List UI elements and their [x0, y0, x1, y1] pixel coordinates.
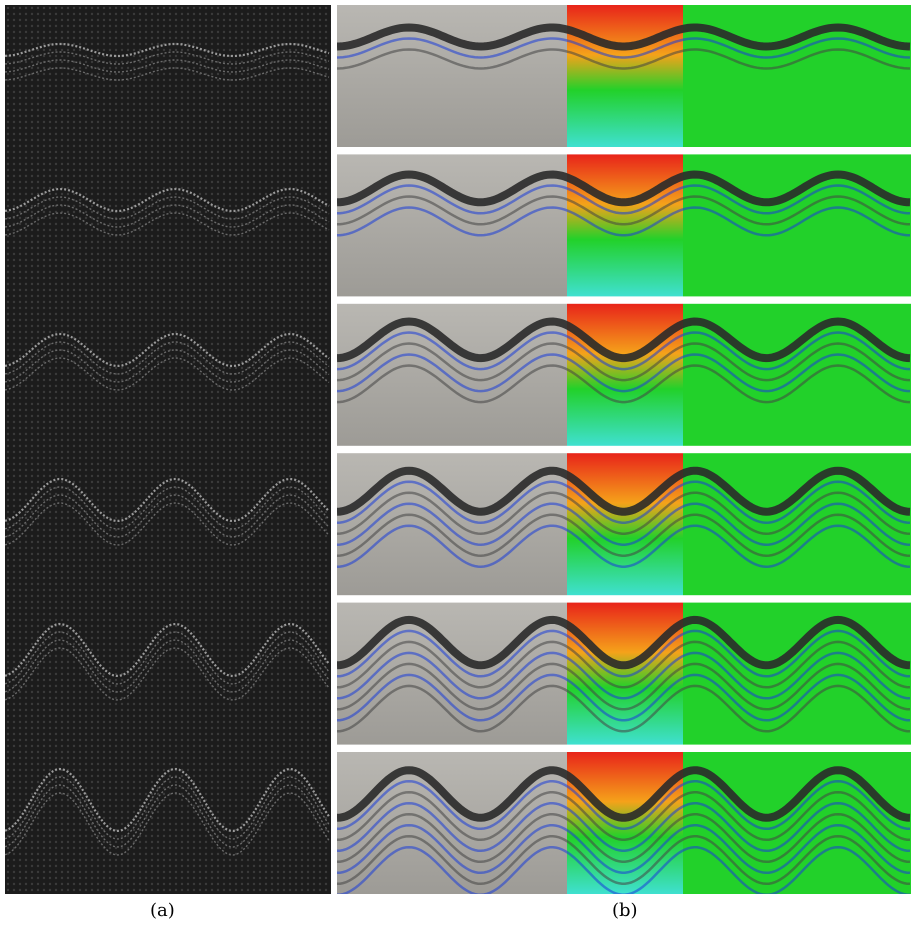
membrane-layer	[337, 23, 911, 51]
membrane-layer	[337, 37, 911, 59]
micrograph-svg	[5, 5, 331, 894]
membrane-layer	[337, 673, 911, 722]
field-map-green	[683, 5, 911, 147]
membrane-layer	[337, 317, 911, 363]
micrograph-band	[5, 767, 330, 856]
membrane-layer	[337, 466, 911, 516]
simulation-row	[337, 303, 911, 446]
membrane-layer	[337, 48, 911, 70]
gray-render	[337, 5, 567, 147]
membrane-layer	[337, 766, 911, 822]
stripe-line	[5, 792, 330, 856]
stripe-line	[5, 42, 330, 58]
membrane-layer	[337, 513, 911, 557]
simulation-svg	[337, 5, 911, 894]
membrane-layer	[337, 206, 911, 237]
membrane-layer	[337, 779, 911, 831]
stripe-line	[5, 631, 330, 685]
membrane-layer	[337, 615, 911, 670]
stripe-line	[5, 784, 330, 848]
membrane-layer	[337, 640, 911, 689]
stripe-line	[5, 341, 330, 375]
stripe-line	[5, 67, 330, 81]
stripe-line	[5, 486, 330, 530]
membrane-layer	[337, 342, 911, 382]
membrane-layer	[337, 331, 911, 371]
stripe-line	[5, 502, 330, 546]
stripe-line	[5, 639, 330, 693]
membrane-layer	[337, 170, 911, 207]
panel-a-label: (a)	[150, 900, 175, 921]
membrane-layer	[337, 662, 911, 711]
membrane-layer	[337, 823, 911, 875]
membrane-layer	[337, 629, 911, 678]
stripe-line	[5, 477, 330, 523]
panel-b-label: (b)	[612, 900, 638, 921]
simulation-row	[337, 154, 911, 297]
stripe-line	[5, 776, 330, 840]
stripe-line	[5, 59, 330, 73]
stripe-line	[5, 196, 330, 220]
stripe-line	[5, 212, 330, 236]
membrane-layer	[337, 812, 911, 864]
panel-b-simulations	[337, 5, 911, 894]
field-map-hot	[567, 5, 683, 147]
membrane-layer	[337, 651, 911, 700]
membrane-layer	[337, 845, 911, 894]
membrane-layer	[337, 834, 911, 886]
membrane-layer	[337, 502, 911, 546]
membrane-layer	[337, 801, 911, 853]
micrograph-band	[5, 622, 330, 701]
simulation-row	[337, 752, 911, 894]
micrograph-band	[5, 332, 330, 391]
field-map-hot	[567, 453, 683, 596]
stripe-line	[5, 647, 330, 701]
membrane-layer	[337, 491, 911, 535]
stripe-line	[5, 332, 330, 368]
stripe-line	[5, 767, 330, 833]
stripe-line	[5, 494, 330, 538]
micrograph-band	[5, 477, 330, 546]
membrane-layer	[337, 684, 911, 733]
stripe-line	[5, 187, 330, 213]
membrane-layer	[337, 184, 911, 215]
simulation-row	[337, 5, 911, 147]
field-map-hot	[567, 303, 683, 446]
membrane-layer	[337, 364, 911, 404]
micrograph-band	[5, 187, 330, 236]
membrane-layer	[337, 353, 911, 393]
membrane-layer	[337, 480, 911, 524]
simulation-row	[337, 453, 911, 596]
stripe-line	[5, 51, 330, 65]
simulation-row	[337, 602, 911, 745]
micrograph-band	[5, 42, 330, 81]
panel-a-micrograph	[5, 5, 331, 894]
stripe-line	[5, 622, 330, 678]
membrane-layer	[337, 790, 911, 842]
stripe-line	[5, 349, 330, 383]
stripe-line	[5, 204, 330, 228]
membrane-layer	[337, 195, 911, 226]
stripe-line	[5, 357, 330, 391]
membrane-layer	[337, 524, 911, 568]
